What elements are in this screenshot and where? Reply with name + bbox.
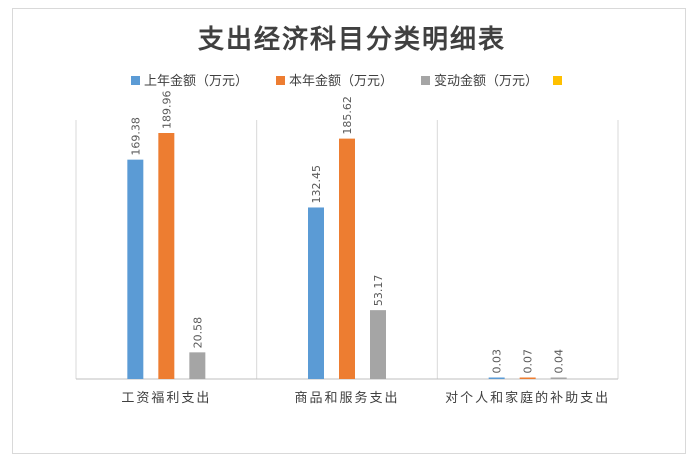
- bar: [189, 352, 206, 379]
- bar: [519, 377, 536, 379]
- legend-swatch: [276, 76, 285, 85]
- bar: [308, 207, 324, 379]
- data-label: 0.07: [522, 349, 535, 374]
- data-label: 189.96: [160, 91, 173, 130]
- value-labels: 169.38 189.96 20.58 132.45 185.62 53.17 0.03 0.…: [129, 91, 565, 374]
- data-label: 0.04: [553, 349, 566, 374]
- legend-swatch: [131, 76, 140, 85]
- data-label: 169.38: [129, 117, 142, 156]
- data-label: 185.62: [341, 96, 354, 135]
- legend-label: 上年金额（万元）: [144, 73, 248, 89]
- bars: [127, 133, 567, 379]
- category-label: 工资福利支出: [121, 391, 211, 406]
- data-label: 0.03: [491, 349, 504, 373]
- legend-item: [553, 76, 562, 85]
- legend-item: 上年金额（万元）: [131, 73, 248, 89]
- legend-label: 本年金额（万元）: [289, 73, 393, 89]
- category-labels: 工资福利支出 商品和服务支出 对个人和家庭的补助支出: [121, 390, 610, 406]
- category-label: 商品和服务支出: [294, 390, 399, 406]
- bar: [339, 138, 355, 379]
- data-label: 132.45: [310, 165, 323, 204]
- bar: [370, 310, 386, 379]
- legend-swatch: [553, 76, 562, 85]
- data-label: 20.58: [191, 317, 204, 349]
- bar: [488, 377, 505, 379]
- legend-item: 变动金额（万元）: [421, 73, 538, 89]
- bar: [158, 133, 175, 379]
- legend-swatch: [421, 76, 430, 85]
- bar: [127, 159, 144, 379]
- legend-label: 变动金额（万元）: [434, 73, 538, 89]
- legend: 上年金额（万元） 本年金额（万元） 变动金额（万元）: [131, 73, 562, 89]
- legend-item: 本年金额（万元）: [276, 73, 393, 89]
- category-label: 对个人和家庭的补助支出: [445, 390, 610, 406]
- bar: [550, 377, 567, 379]
- data-label: 53.17: [372, 275, 385, 307]
- chart-title: 支出经济科目分类明细表: [198, 24, 506, 55]
